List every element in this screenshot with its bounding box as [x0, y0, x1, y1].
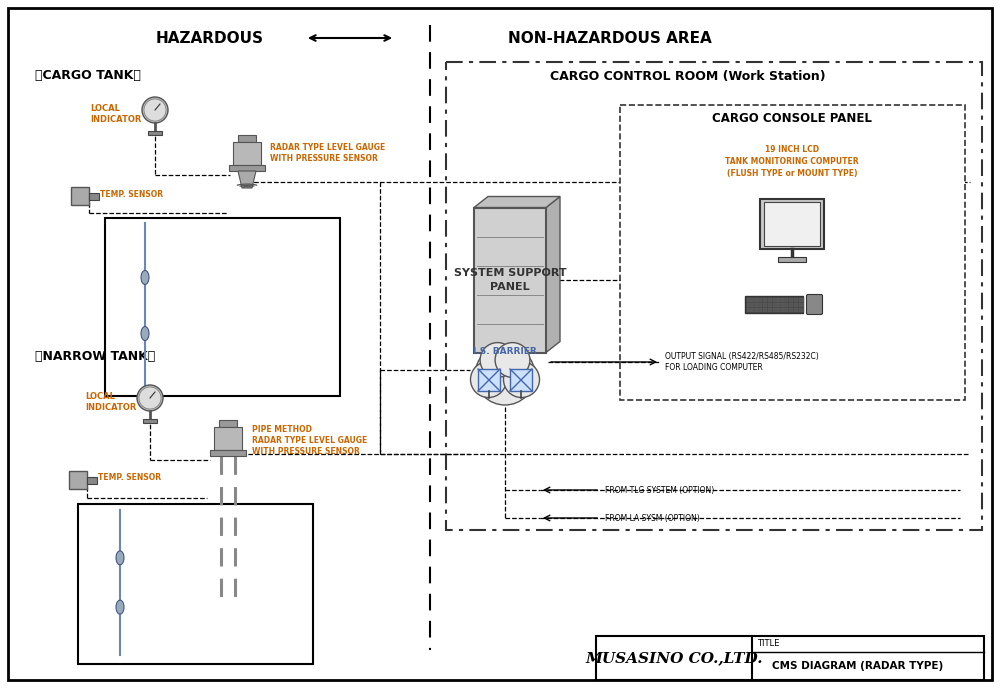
Text: LOCAL
INDICATOR: LOCAL INDICATOR	[85, 392, 136, 412]
Bar	[778, 257, 806, 262]
Bar	[794, 303, 798, 307]
Bar	[214, 427, 242, 450]
Ellipse shape	[116, 551, 124, 565]
Bar	[783, 308, 788, 312]
Bar	[238, 135, 256, 142]
Bar	[773, 303, 778, 307]
Bar	[478, 369, 500, 391]
Bar	[773, 298, 778, 302]
Bar	[87, 477, 97, 484]
Bar	[763, 298, 767, 302]
Bar	[768, 303, 772, 307]
Bar	[763, 308, 767, 312]
Bar	[620, 105, 965, 400]
Bar	[764, 202, 820, 246]
Ellipse shape	[141, 270, 149, 284]
Text: CARGO CONSOLE PANEL: CARGO CONSOLE PANEL	[712, 111, 872, 125]
Polygon shape	[474, 197, 560, 208]
Bar	[78, 504, 313, 664]
Bar	[794, 298, 798, 302]
Bar	[783, 298, 788, 302]
Circle shape	[475, 345, 535, 405]
Bar	[757, 303, 762, 307]
Text: 「CARGO TANK」: 「CARGO TANK」	[35, 69, 141, 81]
Text: OUTPUT SIGNAL (RS422/RS485/RS232C)
FOR LOADING COMPUTER: OUTPUT SIGNAL (RS422/RS485/RS232C) FOR L…	[665, 352, 819, 372]
Polygon shape	[546, 197, 560, 352]
Bar	[789, 303, 793, 307]
Bar	[789, 308, 793, 312]
Bar	[747, 308, 752, 312]
Bar	[219, 420, 237, 427]
Bar	[799, 303, 804, 307]
Bar	[763, 303, 767, 307]
Text: PIPE METHOD
RADAR TYPE LEVEL GAUGE
WITH PRESSURE SENSOR: PIPE METHOD RADAR TYPE LEVEL GAUGE WITH …	[252, 425, 367, 456]
Circle shape	[144, 99, 166, 121]
Text: HAZARDOUS: HAZARDOUS	[156, 30, 264, 45]
Circle shape	[480, 343, 515, 378]
Text: FROM LA SYSM (OPTION): FROM LA SYSM (OPTION)	[605, 513, 700, 522]
Bar	[229, 165, 265, 171]
Bar	[778, 308, 783, 312]
Circle shape	[495, 343, 530, 378]
Bar	[752, 298, 757, 302]
Circle shape	[139, 387, 161, 409]
Bar	[757, 308, 762, 312]
Text: RADAR TYPE LEVEL GAUGE
WITH PRESSURE SENSOR: RADAR TYPE LEVEL GAUGE WITH PRESSURE SEN…	[270, 143, 385, 163]
Bar	[794, 308, 798, 312]
Bar	[71, 187, 89, 205]
Circle shape	[137, 385, 163, 411]
Bar	[148, 131, 162, 135]
Bar	[783, 303, 788, 307]
Text: 「NARROW TANK」: 「NARROW TANK」	[35, 350, 155, 363]
Polygon shape	[238, 171, 256, 188]
Ellipse shape	[116, 600, 124, 614]
Bar	[510, 369, 532, 391]
FancyBboxPatch shape	[806, 294, 822, 314]
Text: MUSASINO CO.,LTD.: MUSASINO CO.,LTD.	[585, 651, 763, 665]
Bar	[799, 308, 804, 312]
Text: FROM TLG SYSTEM (OPTION): FROM TLG SYSTEM (OPTION)	[605, 486, 714, 495]
Text: 19 INCH LCD
TANK MONITORING COMPUTER
(FLUSH TYPE or MOUNT TYPE): 19 INCH LCD TANK MONITORING COMPUTER (FL…	[725, 145, 859, 178]
Bar	[596, 636, 984, 680]
Text: CARGO CONTROL ROOM (Work Station): CARGO CONTROL ROOM (Work Station)	[550, 69, 826, 83]
Bar	[760, 199, 824, 249]
Circle shape	[142, 97, 168, 123]
Circle shape	[504, 361, 540, 398]
Text: SYSTEM SUPPORT
PANEL: SYSTEM SUPPORT PANEL	[454, 268, 566, 292]
Text: TEMP. SENSOR: TEMP. SENSOR	[100, 189, 163, 199]
Bar	[233, 142, 261, 165]
Bar	[778, 303, 783, 307]
Bar	[747, 303, 752, 307]
Bar	[105, 218, 340, 396]
Bar	[69, 471, 87, 489]
Bar	[768, 298, 772, 302]
Bar	[789, 298, 793, 302]
Text: I.S. BARRIER: I.S. BARRIER	[473, 347, 537, 356]
Bar	[757, 298, 762, 302]
Bar	[752, 303, 757, 307]
Bar	[474, 208, 546, 352]
Text: TITLE: TITLE	[757, 640, 779, 649]
Bar	[768, 308, 772, 312]
Text: NON-HAZARDOUS AREA: NON-HAZARDOUS AREA	[508, 30, 712, 45]
Text: TEMP. SENSOR: TEMP. SENSOR	[98, 473, 161, 482]
Bar	[210, 450, 246, 456]
Ellipse shape	[141, 327, 149, 341]
Bar	[143, 419, 157, 423]
Text: LOCAL
INDICATOR: LOCAL INDICATOR	[90, 104, 141, 124]
Circle shape	[471, 361, 507, 398]
Bar	[773, 308, 778, 312]
Bar	[89, 193, 99, 200]
Bar	[747, 298, 752, 302]
Bar	[446, 62, 982, 530]
Bar	[752, 308, 757, 312]
Bar	[778, 298, 783, 302]
Bar	[745, 296, 803, 313]
Bar	[799, 298, 804, 302]
Text: CMS DIAGRAM (RADAR TYPE): CMS DIAGRAM (RADAR TYPE)	[772, 661, 943, 671]
